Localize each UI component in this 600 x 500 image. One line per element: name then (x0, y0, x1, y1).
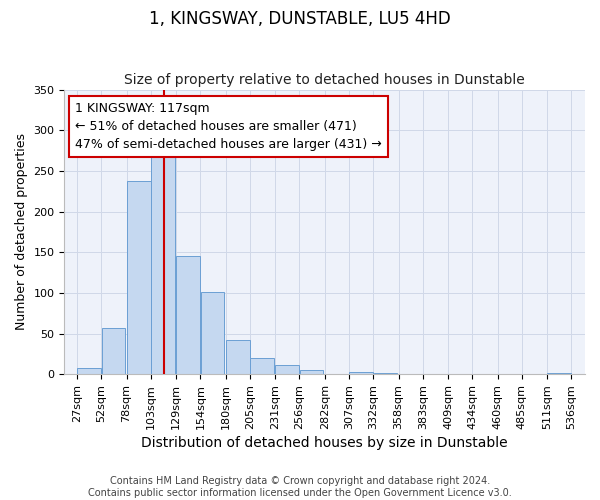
Text: 1 KINGSWAY: 117sqm
← 51% of detached houses are smaller (471)
47% of semi-detach: 1 KINGSWAY: 117sqm ← 51% of detached hou… (75, 102, 382, 151)
Text: 1, KINGSWAY, DUNSTABLE, LU5 4HD: 1, KINGSWAY, DUNSTABLE, LU5 4HD (149, 10, 451, 28)
Bar (349, 372, 373, 374)
Title: Size of property relative to detached houses in Dunstable: Size of property relative to detached ho… (124, 73, 525, 87)
Bar (547, 372, 571, 374)
Text: Contains HM Land Registry data © Crown copyright and database right 2024.
Contai: Contains HM Land Registry data © Crown c… (88, 476, 512, 498)
Bar (299, 370, 323, 374)
Bar (151, 138, 175, 374)
Y-axis label: Number of detached properties: Number of detached properties (15, 134, 28, 330)
X-axis label: Distribution of detached houses by size in Dunstable: Distribution of detached houses by size … (142, 436, 508, 450)
Bar (77, 368, 101, 374)
Bar (226, 340, 250, 374)
Bar (127, 180, 151, 374)
Bar (200, 292, 224, 374)
Bar (176, 256, 200, 374)
Bar (275, 366, 299, 374)
Bar (250, 358, 274, 374)
Bar (101, 328, 125, 374)
